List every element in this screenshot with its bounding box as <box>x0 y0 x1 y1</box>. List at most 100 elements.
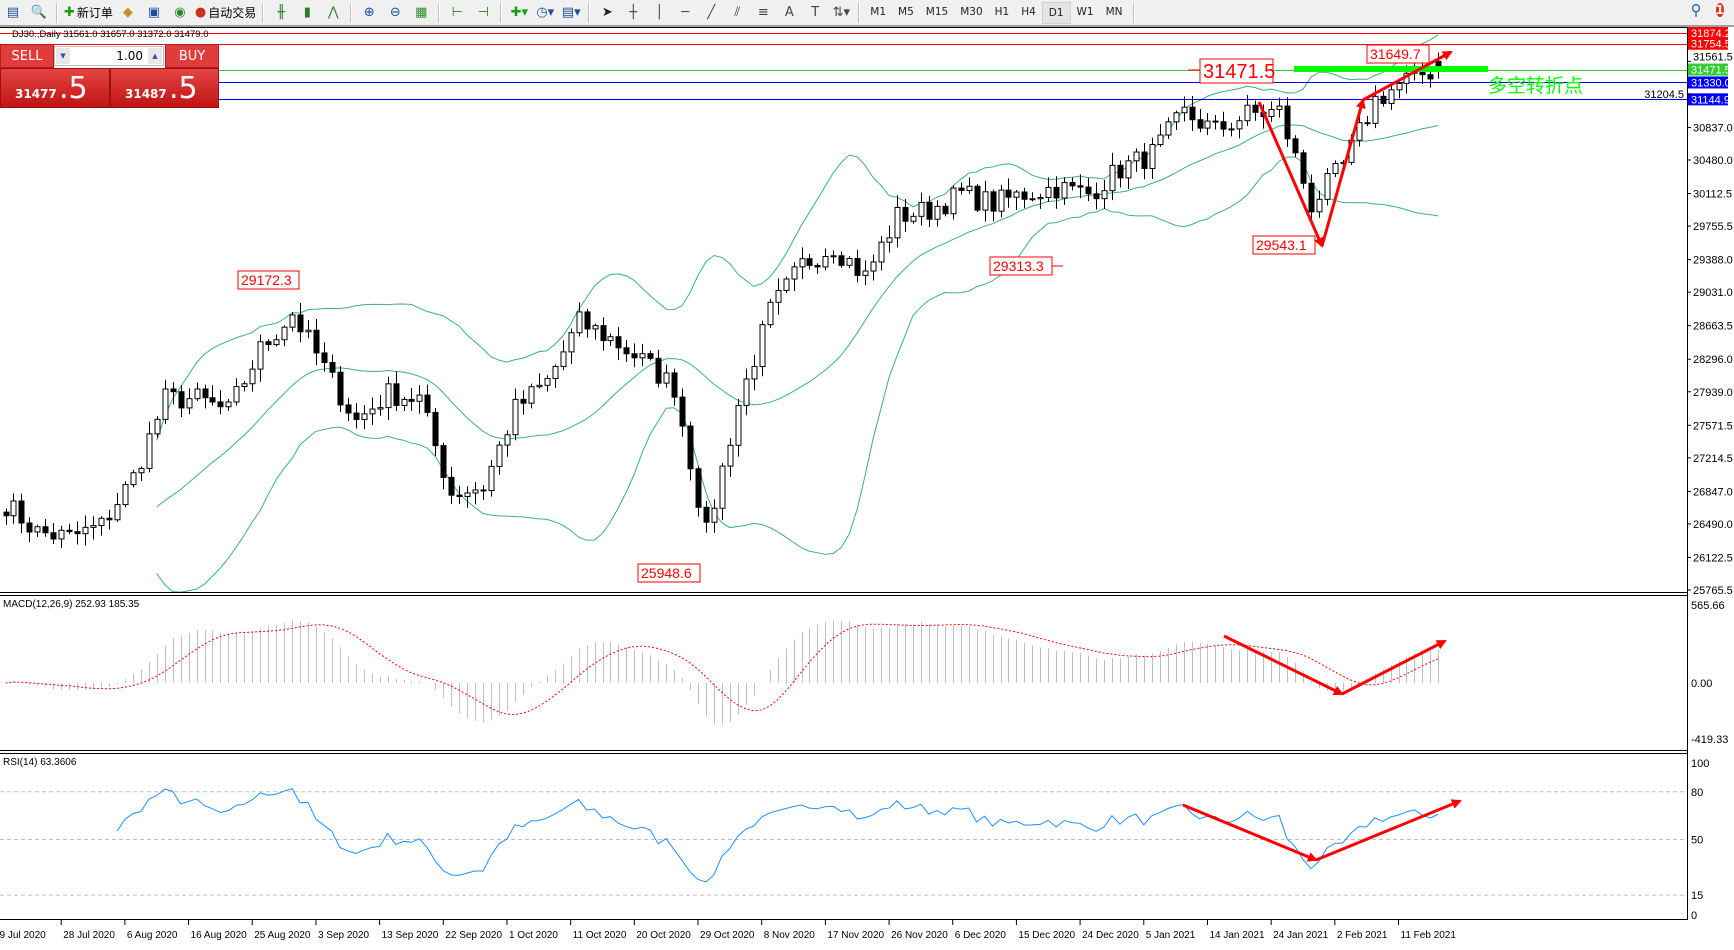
candle <box>1324 167 1331 206</box>
candle <box>1029 192 1036 202</box>
trend-arrow-main-up[interactable] <box>1320 98 1366 247</box>
candle <box>576 302 583 337</box>
zoom-navigator-icon[interactable]: 🔍 <box>30 5 48 20</box>
text-label-icon[interactable]: T <box>811 5 820 20</box>
lot-increase-button[interactable]: ▲ <box>148 48 162 64</box>
candle <box>1197 108 1204 133</box>
price-label-29313[interactable]: 29313.3 <box>989 256 1063 276</box>
candle <box>552 364 559 388</box>
trendline-icon[interactable]: ╱ <box>707 5 716 20</box>
auto-trading-button[interactable]: ● 自动交易 <box>194 5 257 20</box>
bar-chart-icon[interactable]: ╫ <box>277 5 286 20</box>
svg-text:29313.3: 29313.3 <box>993 258 1044 274</box>
candle <box>1276 97 1283 118</box>
turning-point-line[interactable] <box>1294 66 1488 72</box>
macd-axis-label: 0.00 <box>1691 678 1712 690</box>
metaeditor-icon[interactable]: ◆ <box>122 5 133 20</box>
candle <box>361 405 368 430</box>
candle <box>1005 178 1012 208</box>
buy-price-button[interactable]: 31487.5 <box>110 68 219 108</box>
price-axis-label: 27939.0 <box>1693 387 1733 399</box>
periods-icon[interactable]: ◷▾ <box>536 5 555 20</box>
candle <box>846 256 853 269</box>
autoscroll-icon[interactable]: ⊣ <box>477 5 489 20</box>
candle <box>50 523 57 544</box>
arrows-icon[interactable]: ⇅▾ <box>832 5 850 20</box>
price-axis-label: 29755.5 <box>1693 221 1733 233</box>
signals-icon[interactable]: ◉ <box>174 5 186 20</box>
tile-windows-icon[interactable]: ▦ <box>415 5 428 20</box>
terminal-icon[interactable]: ▣ <box>147 5 161 20</box>
timeframe-mn[interactable]: MN <box>1105 5 1123 18</box>
new-chart-icon[interactable]: ▤ <box>6 5 20 20</box>
candlestick-icon[interactable]: ▮ <box>303 5 311 20</box>
candle <box>1284 97 1291 147</box>
price-label-25948[interactable]: 25948.6 <box>637 563 701 583</box>
timeframe-h4[interactable]: H4 <box>1021 5 1036 18</box>
rsi-title: RSI(14) 63.3606 <box>3 757 77 768</box>
candle <box>1332 160 1339 178</box>
price-label-31649[interactable]: 31649.7 <box>1366 44 1430 64</box>
line-chart-icon[interactable]: ⋀ <box>327 5 339 20</box>
lot-input[interactable] <box>71 48 143 64</box>
candle <box>767 298 774 328</box>
timeframe-m1[interactable]: M1 <box>870 5 887 18</box>
price-label-29543[interactable]: 29543.1 <box>1252 235 1316 255</box>
candle <box>990 189 997 222</box>
candle <box>838 251 845 268</box>
candle <box>942 203 949 217</box>
rsi-axis-label: 0 <box>1691 910 1697 922</box>
vertical-line-icon[interactable]: │ <box>655 5 664 20</box>
timeframe-m15[interactable]: M15 <box>925 5 949 18</box>
price-axis-label: 26122.5 <box>1693 552 1733 564</box>
chat-icon[interactable]: 1 <box>1715 1 1724 19</box>
candle <box>257 334 264 382</box>
crosshair-icon[interactable]: ┼ <box>629 5 638 20</box>
cursor-icon[interactable]: ➤ <box>601 5 613 20</box>
timeframe-m5[interactable]: M5 <box>898 5 914 18</box>
search-icon[interactable]: ⚲ <box>1690 1 1702 19</box>
date-axis-label: 3 Sep 2020 <box>318 930 370 941</box>
horizontal-line-icon[interactable]: ─ <box>681 5 690 20</box>
candle <box>679 388 686 437</box>
trend-arrow-macd-down[interactable] <box>1223 634 1344 696</box>
buy-button[interactable]: BUY <box>165 44 219 68</box>
candle <box>894 195 901 248</box>
price-label-29172[interactable]: 29172.3 <box>237 270 300 290</box>
zoom-in-icon[interactable]: ⊕ <box>363 5 375 20</box>
price-axis-label: 26847.0 <box>1693 486 1733 498</box>
fibonacci-fan-icon[interactable]: ≡ <box>757 5 769 20</box>
fibonacci-icon[interactable]: ⫽ <box>734 5 741 20</box>
candle <box>1173 110 1180 131</box>
candle <box>687 421 694 481</box>
chart-shift-icon[interactable]: ⊢ <box>451 5 463 20</box>
trend-arrow-main-up2[interactable] <box>1362 50 1453 102</box>
candle <box>170 382 177 405</box>
indicators-icon[interactable]: ✚▾ <box>510 5 528 20</box>
price-label-31471[interactable]: 31471.5 <box>1188 58 1275 84</box>
macd-title: MACD(12,26,9) 252.93 185.35 <box>3 599 140 610</box>
sell-price-button[interactable]: 31477.5 <box>0 68 110 108</box>
new-order-button[interactable]: ✚ 新订单 <box>64 5 113 20</box>
macd-axis-label: -419.33 <box>1691 734 1728 746</box>
timeframe-w1[interactable]: W1 <box>1076 5 1094 18</box>
templates-icon[interactable]: ▤▾ <box>561 5 581 20</box>
zoom-out-icon[interactable]: ⊖ <box>389 5 401 20</box>
candle <box>560 340 567 371</box>
candle <box>791 262 798 292</box>
timeframe-m30[interactable]: M30 <box>960 5 983 18</box>
trend-arrow-macd-up[interactable] <box>1341 639 1447 696</box>
price-axis-label: 30837.0 <box>1693 122 1733 134</box>
trend-arrow-rsi-up[interactable] <box>1315 799 1462 862</box>
trend-arrow-rsi-down[interactable] <box>1182 803 1318 862</box>
timeframe-h1[interactable]: H1 <box>994 5 1010 18</box>
divider <box>1132 2 1135 23</box>
date-axis-label: 13 Sep 2020 <box>382 930 439 941</box>
sell-button[interactable]: SELL <box>0 44 54 68</box>
text-icon[interactable]: A <box>784 5 794 20</box>
trend-arrow-main-down[interactable] <box>1257 101 1324 248</box>
timeframe-d1[interactable]: D1 <box>1041 1 1071 24</box>
candle <box>1109 152 1116 201</box>
lot-decrease-button[interactable]: ▼ <box>56 48 70 64</box>
